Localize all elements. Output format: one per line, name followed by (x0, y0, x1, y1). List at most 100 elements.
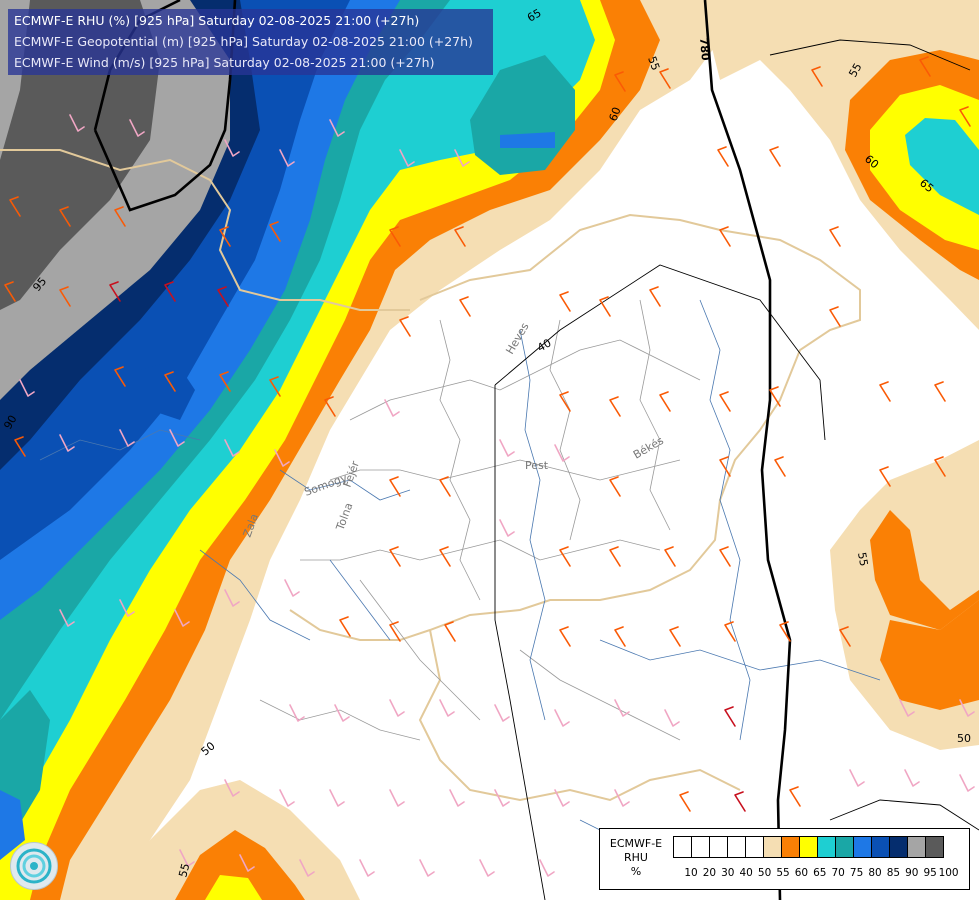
wind-barb (679, 791, 691, 812)
wind-barb (384, 399, 400, 417)
wind-barb (899, 699, 915, 717)
region-label-pest: Pest (525, 459, 549, 472)
legend-ticks: 10 20 30 40 50 55 60 65 70 75 80 85 90 95 100 (673, 867, 969, 881)
wind-barb (879, 466, 891, 487)
wind-barb (419, 859, 435, 877)
wind-barb (719, 226, 731, 247)
wind-barb (539, 859, 555, 877)
wind-barb (279, 149, 295, 167)
wind-barb (769, 386, 781, 407)
legend-tick-label: 75 (849, 867, 864, 879)
legend-tick-label: 50 (757, 867, 772, 879)
legend-swatch (835, 836, 854, 858)
legend-title-unit: % (630, 865, 642, 878)
wind-barb (389, 546, 401, 567)
wind-barb (849, 769, 865, 787)
wind-barb (664, 709, 680, 727)
wind-barb (724, 621, 736, 642)
contour-label: 55 (855, 551, 870, 567)
wind-barb (219, 371, 231, 392)
wind-barb (934, 456, 946, 477)
wind-barb (499, 439, 515, 457)
wind-barb (494, 789, 510, 807)
wind-barb (719, 456, 731, 477)
rhu-legend: ECMWF-E RHU % 10 20 30 40 50 55 60 65 70 75 80 85 90… (599, 828, 970, 890)
wind-barb (224, 589, 240, 607)
wind-barb (959, 106, 971, 127)
wind-barb (959, 699, 975, 717)
legend-tick-label: 85 (886, 867, 901, 879)
wind-barbs (4, 56, 975, 877)
wind-barb (164, 281, 176, 302)
wind-barb (119, 429, 135, 447)
legend-swatches (673, 836, 944, 858)
wind-barb (59, 434, 75, 452)
wind-barb (719, 391, 731, 412)
wind-barb (719, 546, 731, 567)
legend-swatch (799, 836, 818, 858)
wind-barb (554, 444, 570, 462)
title-rhu: ECMWF-E RHU (%) [925 hPa] Saturday 02-08… (14, 13, 420, 28)
wind-barb (399, 316, 411, 337)
wind-barb (659, 68, 671, 89)
wind-barb (554, 709, 570, 727)
legend-title-variable: RHU (624, 851, 648, 864)
wind-barb (219, 226, 231, 247)
wind-barb (324, 396, 336, 417)
wind-barb (224, 439, 240, 457)
wind-barb (779, 621, 791, 642)
legend-tick-label: 55 (776, 867, 790, 879)
legend-swatch (925, 836, 944, 858)
legend-tick-label: 60 (794, 867, 809, 879)
wind-barb (9, 196, 21, 217)
wind-barb (439, 476, 451, 497)
legend-swatch (691, 836, 710, 858)
wind-barb (717, 146, 729, 167)
rhu-70-northeast (905, 118, 979, 215)
wind-barb (839, 626, 851, 647)
wind-barb (389, 621, 401, 642)
wind-barb (499, 519, 515, 537)
wind-barb (389, 789, 405, 807)
wind-barb (299, 859, 315, 877)
wind-barb (279, 789, 295, 807)
legend-tick-label: 20 (702, 867, 717, 879)
map-title-panel: ECMWF-E RHU (%) [925 hPa] Saturday 02-08… (8, 9, 493, 75)
wind-barb (669, 626, 681, 647)
wind-barb (174, 609, 190, 627)
wind-barb (774, 456, 786, 477)
rhu-65-south-top (205, 875, 262, 900)
wind-barb (609, 476, 621, 497)
wind-barb (614, 71, 626, 92)
legend-title-model: ECMWF-E (609, 837, 663, 850)
wind-barb (59, 609, 75, 627)
wind-barb (109, 281, 121, 302)
wind-barb (439, 699, 455, 717)
wind-barb (829, 226, 841, 247)
wind-barb (614, 789, 630, 807)
wind-barb (829, 306, 841, 327)
wind-barb (69, 114, 85, 132)
contour-label: 40 (535, 336, 554, 354)
legend-tick-label: 70 (831, 867, 845, 879)
wind-barb (389, 476, 401, 497)
wind-barb (664, 546, 676, 567)
wind-barb (734, 791, 746, 812)
rhu-60-east-lower (880, 600, 979, 710)
contour-label: 50 (957, 732, 971, 745)
rhu-60-south-top (175, 830, 305, 900)
rhu-80-southwest (0, 790, 25, 860)
wind-barb (959, 774, 975, 792)
wind-barb (224, 779, 240, 797)
wind-barb (114, 366, 126, 387)
wind-barb (789, 786, 801, 807)
contour-label: 90 (1, 413, 19, 432)
contour-label: 60 (607, 105, 624, 123)
wind-barb (389, 226, 401, 247)
wind-barb (399, 149, 415, 167)
county-borders (259, 299, 701, 741)
wind-barb (129, 119, 145, 137)
rhu-contours (494, 39, 979, 900)
legend-swatch (817, 836, 836, 858)
